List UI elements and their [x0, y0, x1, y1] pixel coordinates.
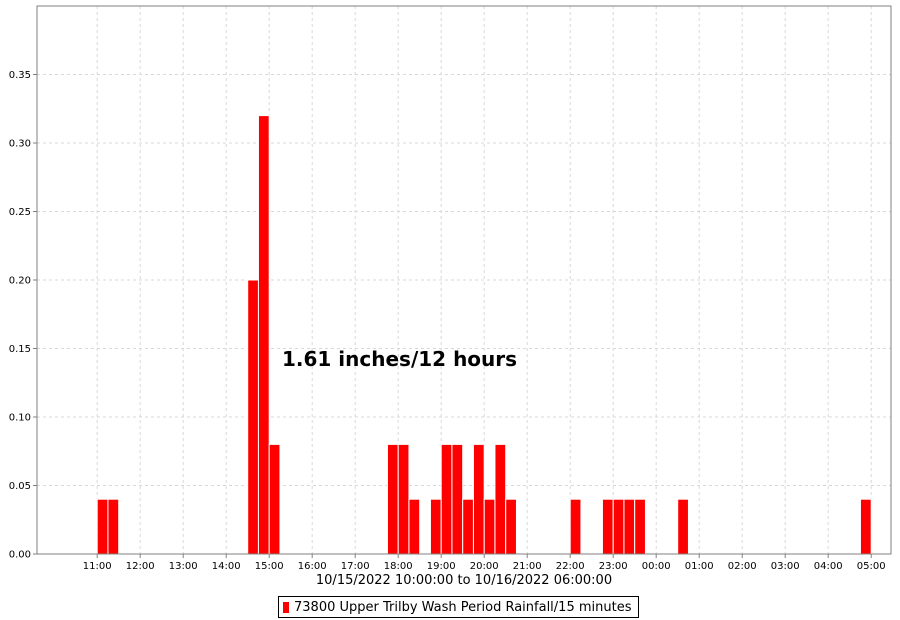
x-tick-label: 17:00 — [341, 561, 370, 572]
rainfall-bar — [386, 443, 399, 555]
rainfall-bar — [612, 498, 625, 555]
rainfall-bar — [494, 443, 507, 555]
rainfall-bar — [268, 443, 281, 555]
legend-label: 73800 Upper Trilby Wash Period Rainfall/… — [294, 599, 632, 615]
rainfall-bar — [483, 498, 496, 555]
x-tick-label: 03:00 — [771, 561, 800, 572]
rainfall-bar — [601, 498, 614, 555]
rainfall-bar — [462, 498, 474, 555]
rainfall-chart: 0.00 0.05 0.10 0.15 0.20 0.25 0.30 0.35 11:00 12… — [9, 5, 892, 588]
x-tick-label: 19:00 — [427, 561, 456, 572]
x-tick-label: 23:00 — [599, 561, 628, 572]
y-tick-label: 0.20 — [9, 276, 31, 287]
x-tick-label: 18:00 — [384, 561, 413, 572]
x-tick-label: 16:00 — [298, 561, 327, 572]
rainfall-bar — [634, 498, 646, 555]
legend-swatch — [283, 601, 289, 613]
y-tick-label: 0.25 — [9, 207, 31, 218]
rainfall-bar — [859, 498, 872, 555]
x-axis: 11:00 12:00 13:00 14:00 15:00 16:00 17:00 18:00… — [83, 554, 886, 572]
x-tick-label: 13:00 — [169, 561, 198, 572]
y-tick-label: 0.00 — [9, 550, 31, 561]
x-tick-label: 12:00 — [126, 561, 155, 572]
x-tick-label: 00:00 — [642, 561, 671, 572]
x-tick-label: 22:00 — [556, 561, 585, 572]
y-tick-label: 0.35 — [9, 70, 31, 81]
rainfall-bar — [408, 498, 421, 555]
rainfall-bar — [429, 498, 442, 555]
rainfall-bar — [107, 498, 120, 555]
legend: 73800 Upper Trilby Wash Period Rainfall/… — [278, 596, 640, 618]
total-rainfall-annotation: 1.61 inches/12 hours — [282, 347, 517, 371]
x-tick-label: 05:00 — [857, 561, 886, 572]
x-tick-label: 14:00 — [212, 561, 241, 572]
rainfall-bar — [257, 115, 270, 555]
x-tick-label: 20:00 — [470, 561, 499, 572]
x-tick-label: 15:00 — [255, 561, 284, 572]
rainfall-bar — [247, 279, 259, 555]
x-tick-label: 04:00 — [814, 561, 843, 572]
y-tick-label: 0.10 — [9, 413, 31, 424]
rainfall-bar — [440, 443, 453, 555]
y-tick-label: 0.15 — [9, 344, 31, 355]
rainfall-bar — [472, 443, 485, 555]
x-tick-label: 21:00 — [513, 561, 542, 572]
x-tick-label: 11:00 — [83, 561, 112, 572]
rainfall-bar — [505, 498, 517, 555]
x-tick-label: 02:00 — [728, 561, 757, 572]
rainfall-bar — [623, 498, 636, 555]
y-tick-label: 0.05 — [9, 481, 31, 492]
rainfall-bar — [96, 498, 109, 555]
rainfall-bar — [397, 443, 410, 555]
rainfall-bar — [569, 498, 582, 555]
x-axis-title: 10/15/2022 10:00:00 to 10/16/2022 06:00:… — [316, 573, 612, 588]
x-tick-label: 01:00 — [685, 561, 714, 572]
y-tick-label: 0.30 — [9, 139, 31, 150]
rainfall-bar — [677, 498, 689, 555]
rainfall-bar — [451, 443, 464, 555]
y-axis: 0.00 0.05 0.10 0.15 0.20 0.25 0.30 0.35 — [9, 70, 37, 561]
